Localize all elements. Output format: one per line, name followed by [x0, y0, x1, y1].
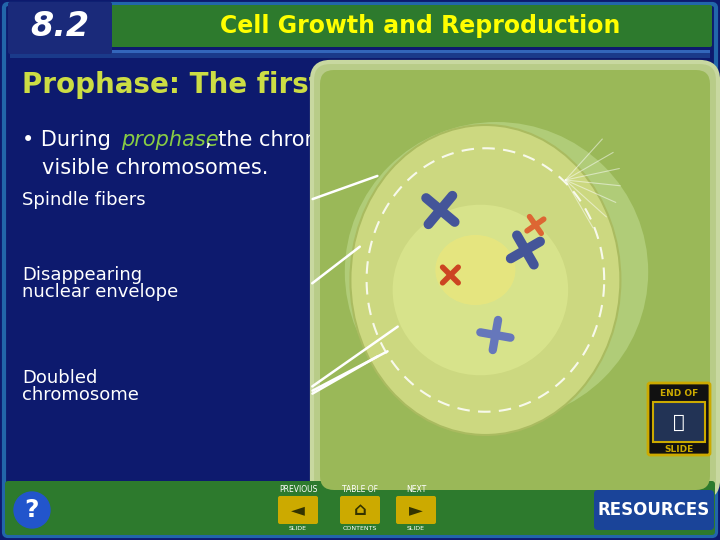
Text: visible chromosomes.: visible chromosomes.: [42, 158, 269, 178]
Text: CONTENTS: CONTENTS: [343, 525, 377, 530]
Ellipse shape: [436, 235, 516, 305]
Text: Spindle fibers: Spindle fibers: [22, 191, 145, 209]
Text: ◄: ◄: [291, 501, 305, 519]
Ellipse shape: [392, 205, 568, 375]
Text: ◄⦿: ◄⦿: [675, 186, 701, 204]
FancyBboxPatch shape: [10, 50, 710, 58]
Text: SLIDE: SLIDE: [665, 446, 693, 455]
Text: END OF: END OF: [660, 388, 698, 397]
Text: RESOURCES: RESOURCES: [598, 501, 710, 519]
Text: 🐋: 🐋: [673, 413, 685, 431]
Text: Doubled: Doubled: [22, 369, 97, 387]
Text: ⌂: ⌂: [354, 501, 366, 519]
Text: nuclear envelope: nuclear envelope: [22, 283, 179, 301]
Text: ►: ►: [409, 501, 423, 519]
FancyBboxPatch shape: [278, 496, 318, 524]
Ellipse shape: [351, 125, 621, 435]
FancyBboxPatch shape: [648, 383, 710, 455]
Text: • During: • During: [22, 130, 117, 150]
Ellipse shape: [345, 122, 648, 422]
Text: NEXT: NEXT: [406, 485, 426, 495]
Text: , the chromatin coils to form: , the chromatin coils to form: [205, 130, 501, 150]
FancyBboxPatch shape: [320, 70, 710, 490]
Circle shape: [14, 492, 50, 528]
FancyBboxPatch shape: [340, 496, 380, 524]
Text: prophase: prophase: [121, 130, 219, 150]
FancyBboxPatch shape: [594, 490, 714, 530]
FancyBboxPatch shape: [396, 496, 436, 524]
Text: SLIDE: SLIDE: [289, 525, 307, 530]
FancyBboxPatch shape: [8, 2, 112, 54]
Text: 8.2: 8.2: [30, 10, 89, 43]
Text: Prophase: The first phase of mitosis: Prophase: The first phase of mitosis: [22, 71, 590, 99]
Text: chromosome: chromosome: [22, 386, 139, 404]
FancyBboxPatch shape: [653, 402, 705, 442]
FancyBboxPatch shape: [312, 62, 718, 498]
Text: TABLE OF: TABLE OF: [342, 485, 378, 495]
FancyBboxPatch shape: [10, 50, 710, 53]
FancyBboxPatch shape: [8, 5, 712, 47]
Text: Cell Growth and Reproduction: Cell Growth and Reproduction: [220, 14, 620, 38]
Text: ?: ?: [24, 498, 40, 522]
Text: PREVIOUS: PREVIOUS: [279, 485, 318, 495]
Text: SLIDE: SLIDE: [407, 525, 425, 530]
Text: Disappearing: Disappearing: [22, 266, 142, 284]
FancyBboxPatch shape: [5, 481, 715, 535]
